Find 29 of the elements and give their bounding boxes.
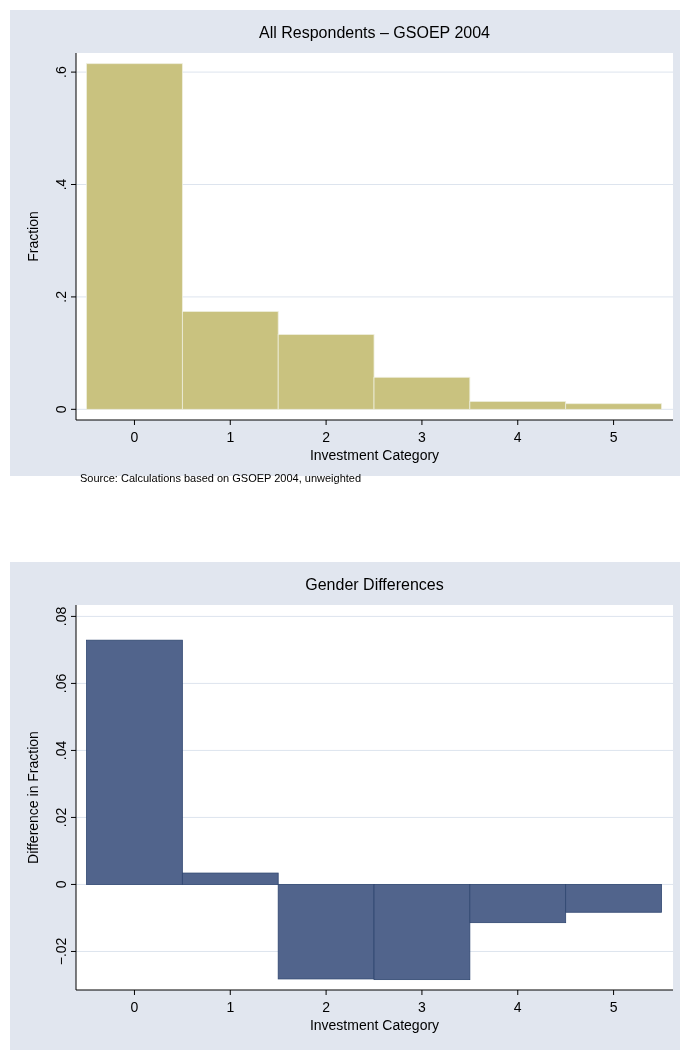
x-axis-title: Investment Category (309, 447, 440, 463)
x-tick-label: 5 (609, 429, 618, 445)
y-tick-label: .4 (53, 178, 69, 191)
y-tick-label: .06 (53, 673, 69, 694)
y-tick-label: .08 (53, 606, 69, 627)
x-tick-label: 1 (226, 999, 235, 1015)
x-tick-label: 3 (418, 429, 427, 445)
chart-title: All Respondents – GSOEP 2004 (259, 24, 491, 41)
x-tick-label: 1 (226, 429, 235, 445)
y-axis-title: Difference in Fraction (25, 731, 41, 864)
source-note: Source: Calculations based on GSOEP 2004, unweighted (80, 472, 362, 484)
y-tick-label: 0 (53, 405, 69, 414)
x-tick-label: 3 (418, 999, 427, 1015)
x-tick-label: 5 (609, 999, 618, 1015)
y-tick-label: .04 (53, 740, 69, 761)
x-tick-label: 2 (322, 429, 331, 445)
y-axis-title: Fraction (25, 211, 41, 262)
x-tick-label: 4 (513, 429, 522, 445)
chart-title: Gender Differences (305, 576, 444, 593)
y-tick-label: .2 (53, 290, 69, 303)
x-tick-label: 0 (130, 429, 139, 445)
x-tick-label: 4 (513, 999, 522, 1015)
y-tick-label: 0 (53, 880, 69, 889)
x-tick-label: 0 (130, 999, 139, 1015)
x-tick-label: 2 (322, 999, 331, 1015)
y-tick-label: .6 (53, 66, 69, 78)
x-axis-title: Investment Category (309, 1017, 440, 1033)
y-tick-label: .02 (53, 807, 69, 828)
y-tick-label: −.02 (53, 937, 69, 966)
